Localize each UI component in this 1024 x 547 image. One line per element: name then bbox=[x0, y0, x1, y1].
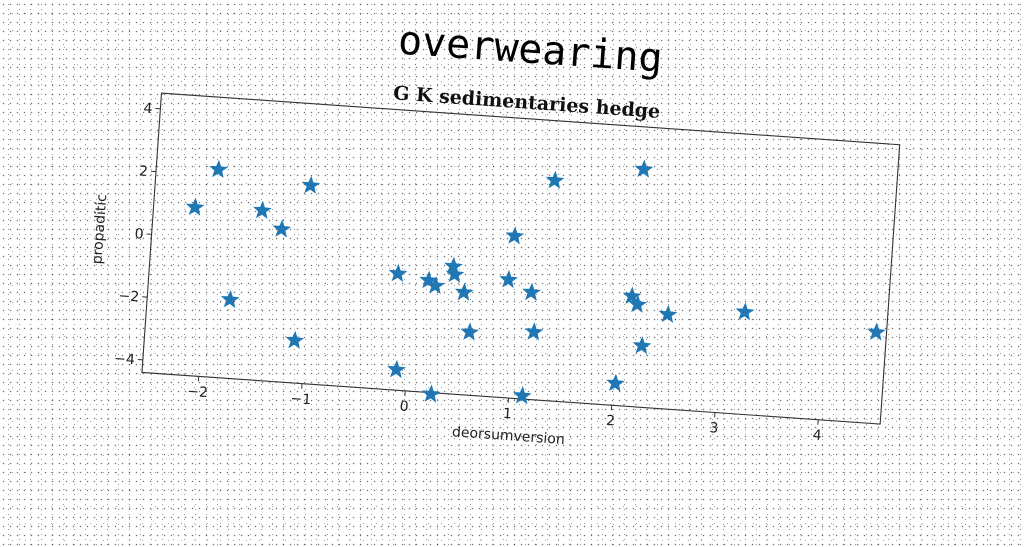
data-point-star bbox=[422, 385, 440, 402]
data-point-star bbox=[867, 323, 885, 340]
data-point-star bbox=[525, 322, 543, 339]
data-point-star bbox=[633, 336, 651, 353]
data-point-star bbox=[186, 198, 204, 215]
data-point-star bbox=[659, 305, 677, 322]
data-points bbox=[174, 129, 895, 433]
data-point-star bbox=[221, 290, 239, 307]
data-point-star bbox=[546, 171, 564, 188]
y-tick-label: 4 bbox=[143, 101, 153, 118]
x-tick-label: 4 bbox=[812, 427, 822, 444]
y-axis-label: propaditic bbox=[89, 194, 110, 265]
x-tick-label: 0 bbox=[399, 399, 409, 416]
plot-area-frame bbox=[142, 93, 900, 424]
data-point-star bbox=[387, 360, 405, 377]
data-point-star bbox=[286, 331, 304, 348]
data-point-star bbox=[513, 386, 531, 403]
chart-subtitle: G K sedimentaries hedge bbox=[392, 82, 660, 123]
data-point-star bbox=[635, 160, 653, 177]
x-tick-label: 3 bbox=[709, 420, 719, 437]
y-tick-label: 0 bbox=[134, 226, 144, 243]
data-point-star bbox=[209, 160, 227, 177]
y-tick-label: −2 bbox=[118, 288, 140, 305]
data-point-star bbox=[736, 303, 754, 320]
x-tick-label: −2 bbox=[187, 384, 209, 401]
data-point-star bbox=[302, 176, 320, 193]
data-point-star bbox=[446, 265, 464, 282]
x-axis-label: deorsumversion bbox=[452, 424, 566, 448]
data-point-star bbox=[455, 283, 473, 300]
chart-title: overwearing bbox=[397, 18, 664, 82]
data-point-star bbox=[273, 220, 291, 237]
data-point-star bbox=[499, 270, 517, 287]
y-tick-label: 2 bbox=[138, 163, 148, 180]
y-tick-label: −4 bbox=[114, 351, 136, 368]
data-point-star bbox=[253, 201, 271, 218]
x-tick-label: 2 bbox=[606, 413, 616, 430]
x-tick-label: −1 bbox=[290, 391, 312, 408]
data-point-star bbox=[460, 323, 478, 340]
data-point-star bbox=[506, 227, 524, 244]
x-tick-label: 1 bbox=[502, 406, 512, 423]
y-axis: −4 −2 0 2 4 bbox=[114, 100, 161, 369]
data-point-star bbox=[389, 264, 407, 281]
data-point-star bbox=[522, 283, 540, 300]
data-point-star bbox=[606, 374, 624, 391]
